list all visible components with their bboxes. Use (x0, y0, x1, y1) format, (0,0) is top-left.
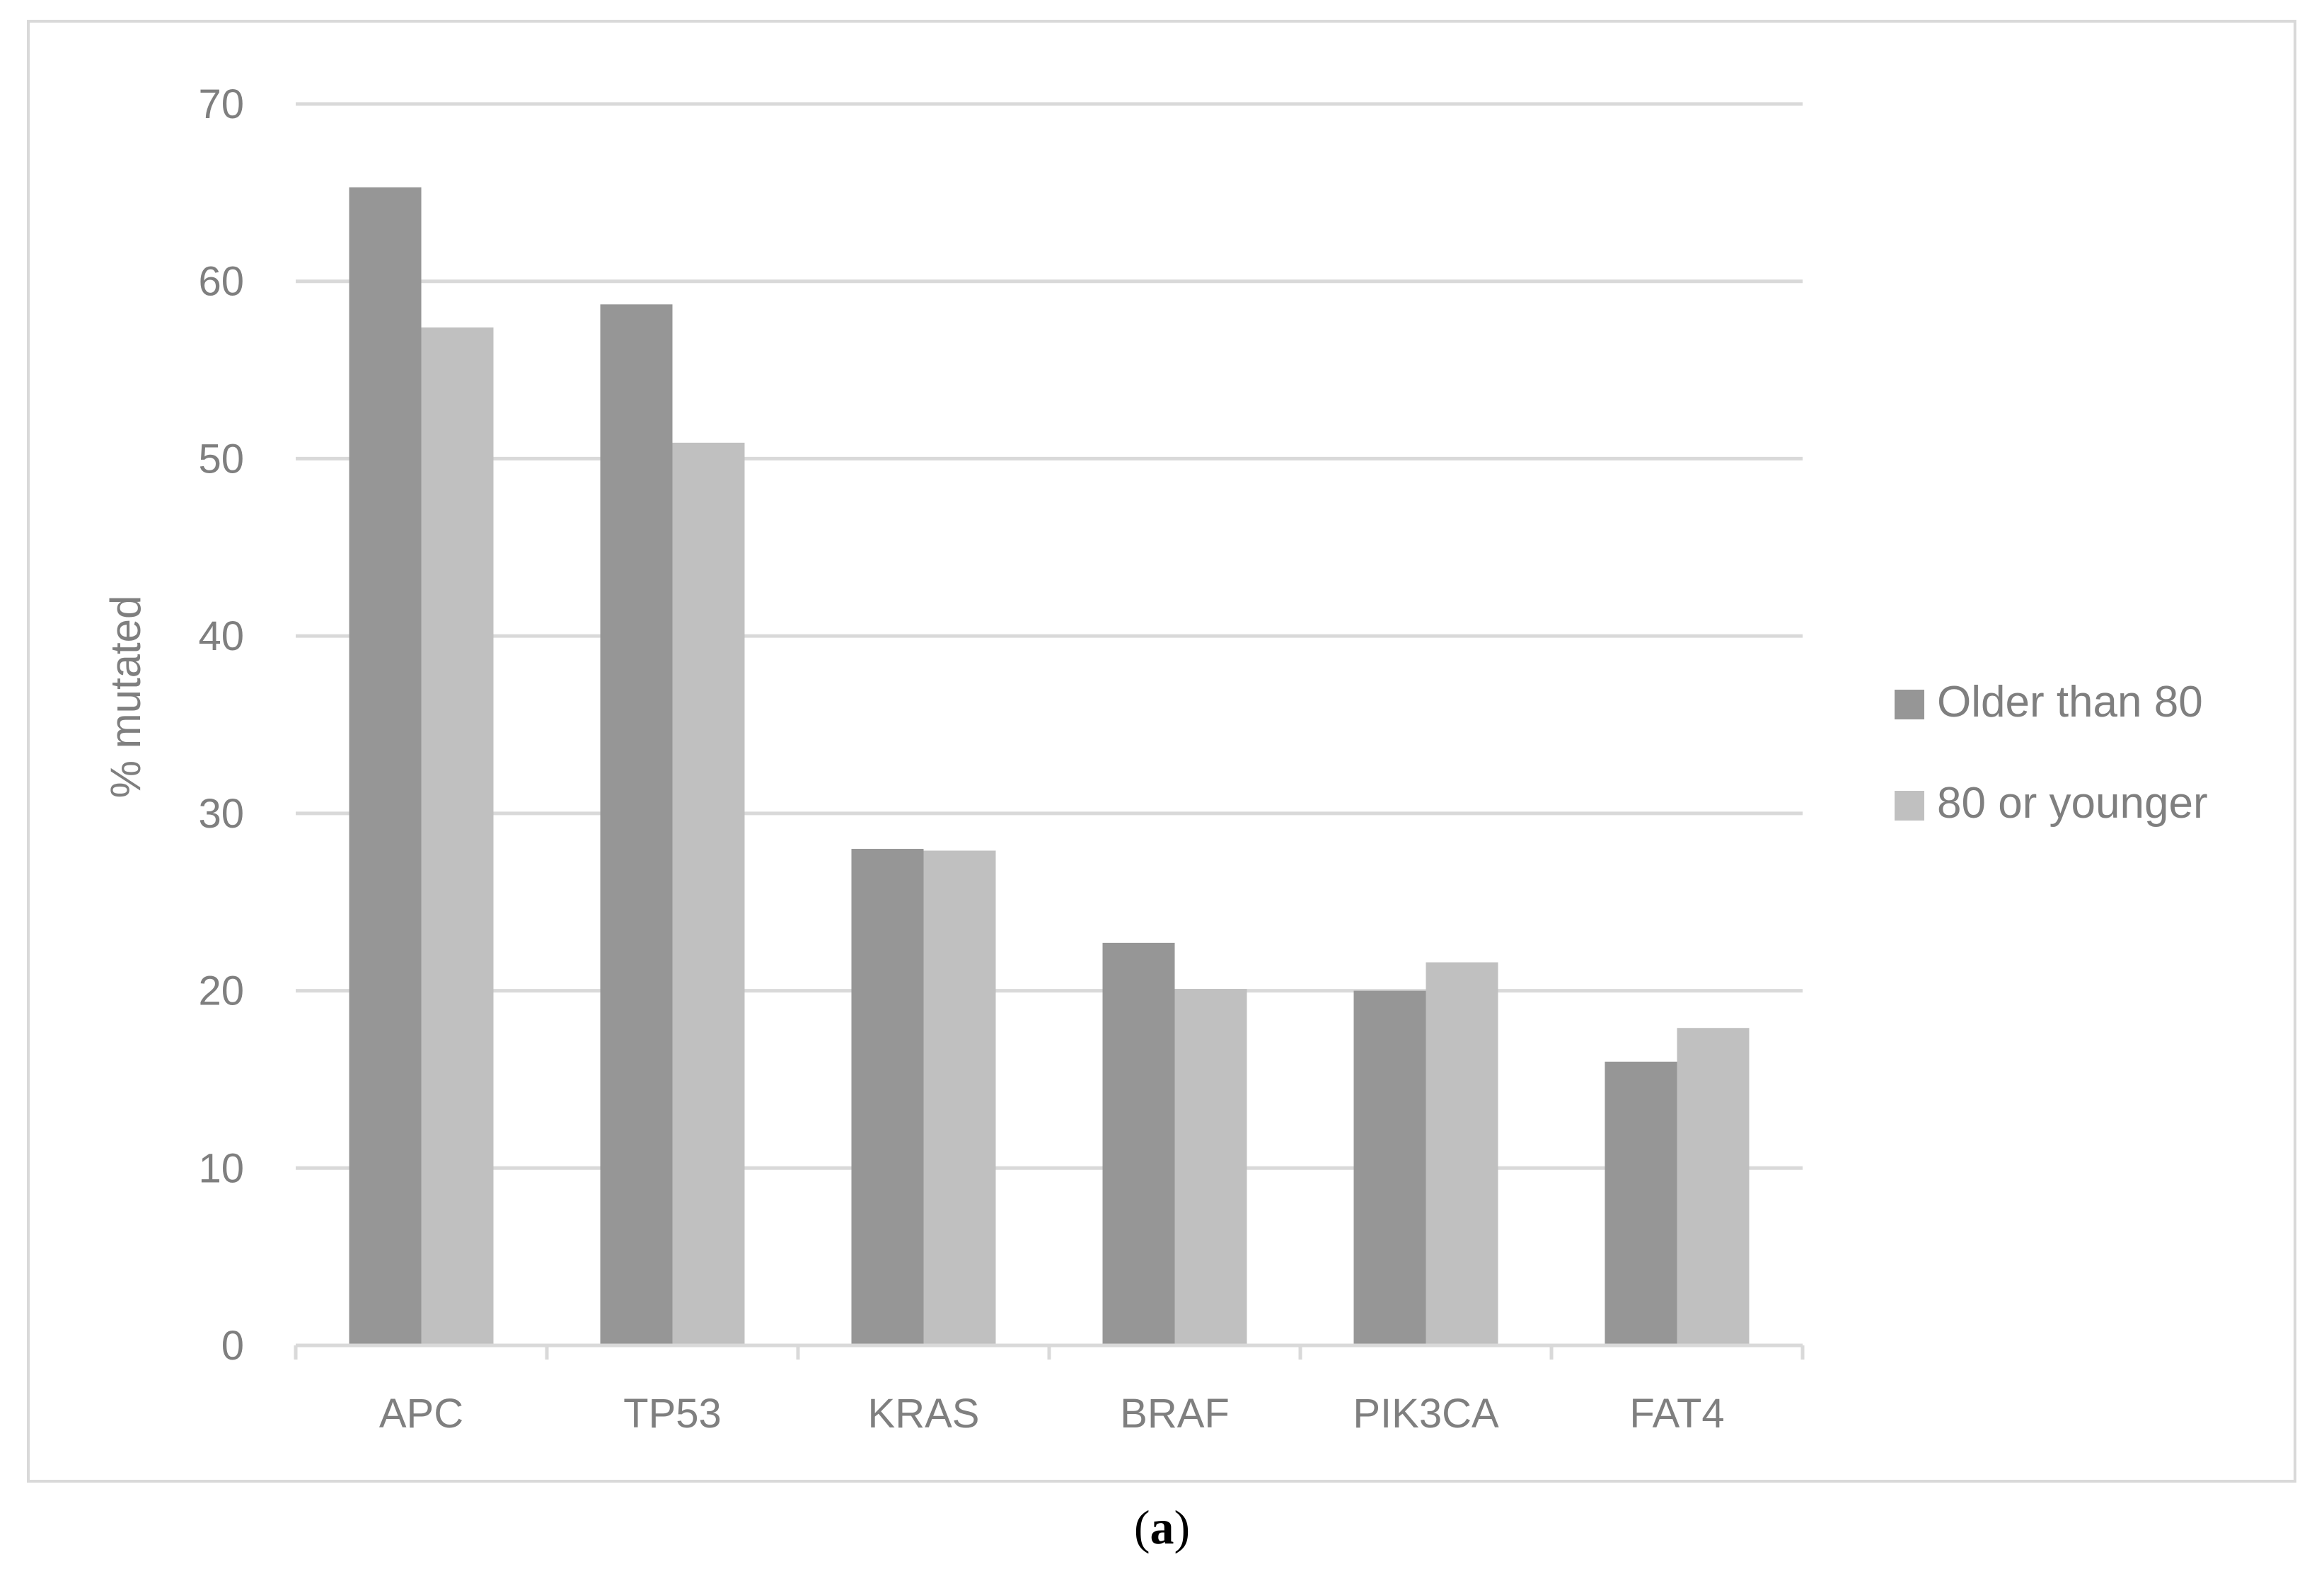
legend-swatch (1895, 690, 1924, 719)
y-tick-label: 50 (198, 436, 244, 482)
x-tick-label: KRAS (868, 1391, 980, 1437)
bar-braf-series-1 (1102, 942, 1175, 1345)
y-tick-label: 0 (221, 1323, 244, 1369)
panel-caption: (a) (0, 1500, 2324, 1555)
bars (349, 187, 1750, 1346)
x-tick-label: PIK3CA (1353, 1391, 1499, 1437)
bar-apc-series-1 (349, 187, 422, 1346)
gridlines (296, 102, 1803, 1170)
x-tick-label: TP53 (623, 1391, 722, 1437)
bar-tp53-series-2 (672, 442, 745, 1345)
y-tick-label: 40 (198, 613, 244, 659)
legend-swatch (1895, 791, 1924, 821)
bar-fat4-series-2 (1677, 1028, 1750, 1345)
y-axis-tick-labels: 0 10 20 30 40 50 60 70 (198, 81, 244, 1369)
bar-tp53-series-1 (600, 304, 673, 1345)
bar-apc-series-2 (421, 327, 494, 1345)
y-tick-label: 60 (198, 259, 244, 305)
y-tick-label: 30 (198, 791, 244, 837)
y-tick-label: 10 (198, 1145, 244, 1191)
x-tick-label: FAT4 (1629, 1391, 1724, 1437)
x-axis-tick-labels: APC TP53 KRAS BRAF PIK3CA FAT4 (379, 1391, 1725, 1437)
caption-letter: a (1150, 1500, 1174, 1554)
caption-close-paren: ) (1174, 1500, 1191, 1554)
legend: Older than 80 80 or younger (1895, 678, 2208, 828)
bar-braf-series-2 (1174, 989, 1247, 1345)
legend-label: 80 or younger (1937, 779, 2208, 828)
bar-fat4-series-1 (1605, 1061, 1677, 1345)
y-tick-label: 70 (198, 81, 244, 127)
bar-kras-series-2 (923, 850, 996, 1345)
legend-label: Older than 80 (1937, 678, 2203, 726)
x-tick-label: APC (379, 1391, 463, 1437)
bar-pik3ca-series-1 (1353, 990, 1426, 1345)
bar-pik3ca-series-2 (1426, 962, 1498, 1345)
y-tick-label: 20 (198, 968, 244, 1014)
y-axis-title: % mutated (102, 596, 149, 799)
x-axis (294, 1343, 1805, 1360)
x-tick-label: BRAF (1120, 1391, 1230, 1437)
bar-kras-series-1 (851, 849, 924, 1345)
chart-frame (27, 20, 2296, 1483)
caption-open-paren: ( (1133, 1500, 1150, 1554)
